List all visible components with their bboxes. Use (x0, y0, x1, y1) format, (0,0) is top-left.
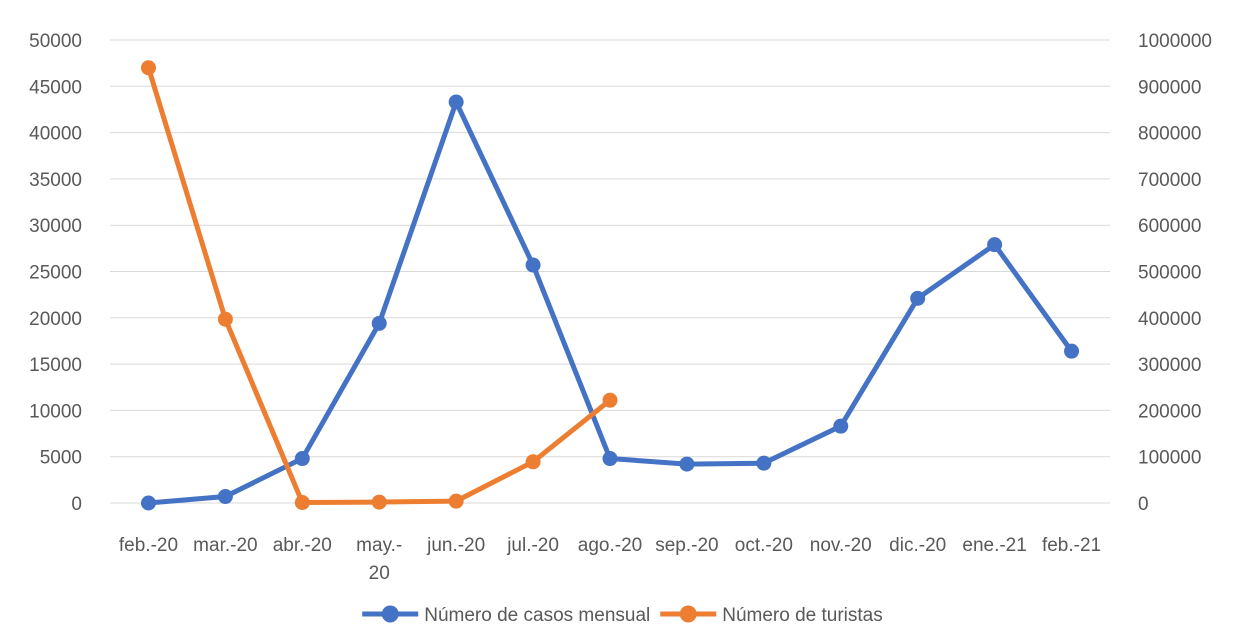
series-1-point (1064, 343, 1080, 359)
x-tick-label-line: 20 (369, 563, 390, 584)
series-2-point (140, 60, 156, 76)
series-2-point (602, 392, 618, 408)
y-right-tick-label: 1000000 (1138, 31, 1212, 52)
series-1-point (217, 489, 233, 505)
series-1-point (294, 451, 310, 467)
legend-item: Número de casos mensual (362, 605, 650, 626)
x-tick-label-line: ago.-20 (578, 535, 642, 556)
x-tick-label: ago.-20 (578, 535, 642, 556)
series-2-point (371, 494, 387, 510)
y-left-tick-label: 15000 (29, 355, 82, 376)
legend-swatch-marker (679, 605, 697, 623)
x-tick-label: dic.-20 (889, 535, 946, 556)
series-2-point (217, 311, 233, 327)
x-tick-label-line: feb.-21 (1042, 535, 1101, 556)
series-1-point (371, 315, 387, 331)
x-tick-label: mar.-20 (193, 535, 257, 556)
y-right-tick-label: 400000 (1138, 309, 1201, 330)
series-2-point (448, 493, 464, 509)
x-tick-label-line: oct.-20 (735, 535, 793, 556)
series-line-1 (145, 99, 1075, 506)
x-tick-label: jul.-20 (506, 535, 559, 556)
y-left-tick-label: 0 (71, 494, 82, 515)
y-right-tick-label: 300000 (1138, 355, 1201, 376)
x-tick-label-line: abr.-20 (273, 535, 332, 556)
y-left-tick-label: 45000 (29, 77, 82, 98)
series-1-point (525, 257, 541, 273)
x-tick-label: nov.-20 (810, 535, 872, 556)
x-tick-label-line: mar.-20 (193, 535, 257, 556)
series-2-point (294, 495, 310, 511)
series-1-point (448, 94, 464, 110)
series-1-point (987, 237, 1003, 253)
y-right-tick-label: 100000 (1138, 448, 1201, 469)
y-left-tick-label: 20000 (29, 309, 82, 330)
x-tick-label: oct.-20 (735, 535, 793, 556)
y-right-tick-label: 500000 (1138, 263, 1201, 284)
series-1-point (756, 455, 772, 471)
series-1-point (602, 451, 618, 467)
y-left-tick-label: 5000 (40, 448, 82, 469)
x-tick-label: feb.-21 (1042, 535, 1101, 556)
series-1-point (679, 456, 695, 472)
legend-label: Número de casos mensual (424, 605, 650, 626)
x-tick-label: feb.-20 (119, 535, 178, 556)
x-tick-label-line: jun.-20 (426, 535, 485, 556)
y-left-tick-label: 25000 (29, 263, 82, 284)
x-tick-label-line: feb.-20 (119, 535, 178, 556)
series-1-point (140, 495, 156, 511)
legend-item: Número de turistas (660, 605, 883, 626)
x-tick-label: ene.-21 (962, 535, 1026, 556)
y-right-tick-label: 900000 (1138, 77, 1201, 98)
x-tick-label-line: sep.-20 (655, 535, 718, 556)
y-left-tick-label: 50000 (29, 31, 82, 52)
legend-label: Número de turistas (722, 605, 883, 626)
x-tick-label-line: may.- (356, 535, 402, 556)
series-2-point (525, 454, 541, 470)
x-tick-label: sep.-20 (655, 535, 718, 556)
x-tick-label-line: dic.-20 (889, 535, 946, 556)
x-tick-label-line: ene.-21 (962, 535, 1026, 556)
x-tick-label: may.- 20 (356, 535, 402, 584)
series-1-point (910, 290, 926, 306)
y-left-tick-label: 10000 (29, 401, 82, 422)
y-right-tick-label: 200000 (1138, 401, 1201, 422)
y-right-tick-label: 0 (1138, 494, 1149, 515)
y-right-tick-label: 600000 (1138, 216, 1201, 237)
y-left-tick-label: 40000 (29, 124, 82, 145)
y-right-tick-label: 800000 (1138, 124, 1201, 145)
series-1-point (833, 418, 849, 434)
x-tick-label-line: jul.-20 (506, 535, 559, 556)
x-tick-label-line: nov.-20 (810, 535, 872, 556)
y-right-tick-label: 700000 (1138, 170, 1201, 191)
legend-swatch-marker (381, 605, 399, 623)
y-left-tick-label: 35000 (29, 170, 82, 191)
y-left-tick-label: 30000 (29, 216, 82, 237)
x-tick-label: abr.-20 (273, 535, 332, 556)
x-tick-label: jun.-20 (426, 535, 485, 556)
